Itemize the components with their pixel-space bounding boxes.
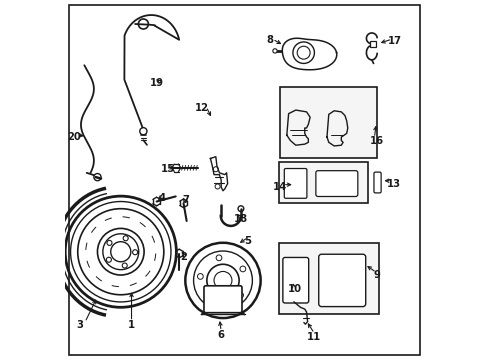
- Text: 2: 2: [180, 252, 186, 262]
- FancyBboxPatch shape: [373, 172, 380, 193]
- Text: 9: 9: [373, 270, 380, 280]
- Text: 12: 12: [194, 103, 208, 113]
- Text: 19: 19: [149, 78, 163, 88]
- Text: 5: 5: [244, 236, 251, 246]
- Bar: [278, 162, 367, 203]
- Text: 15: 15: [160, 164, 174, 174]
- Text: 1: 1: [128, 320, 135, 330]
- Bar: [278, 243, 378, 315]
- Text: 14: 14: [273, 182, 287, 192]
- Text: 20: 20: [67, 132, 81, 142]
- FancyBboxPatch shape: [318, 254, 365, 307]
- Text: 4: 4: [158, 193, 165, 203]
- Text: 6: 6: [217, 330, 224, 340]
- Text: 13: 13: [386, 179, 400, 189]
- Text: 18: 18: [233, 215, 247, 224]
- FancyBboxPatch shape: [284, 168, 306, 198]
- Circle shape: [140, 128, 147, 135]
- FancyBboxPatch shape: [315, 171, 357, 197]
- Text: 11: 11: [306, 332, 321, 342]
- Circle shape: [272, 49, 277, 53]
- Bar: [280, 87, 376, 158]
- Text: 16: 16: [369, 136, 384, 145]
- Circle shape: [94, 174, 101, 181]
- Text: 10: 10: [287, 284, 301, 294]
- Text: 7: 7: [182, 195, 188, 205]
- Text: 3: 3: [76, 320, 83, 330]
- Circle shape: [292, 42, 314, 63]
- Text: 17: 17: [387, 36, 401, 46]
- FancyBboxPatch shape: [282, 257, 308, 303]
- Text: 8: 8: [265, 35, 272, 45]
- Circle shape: [138, 19, 148, 29]
- Bar: [369, 41, 376, 47]
- FancyBboxPatch shape: [203, 286, 242, 313]
